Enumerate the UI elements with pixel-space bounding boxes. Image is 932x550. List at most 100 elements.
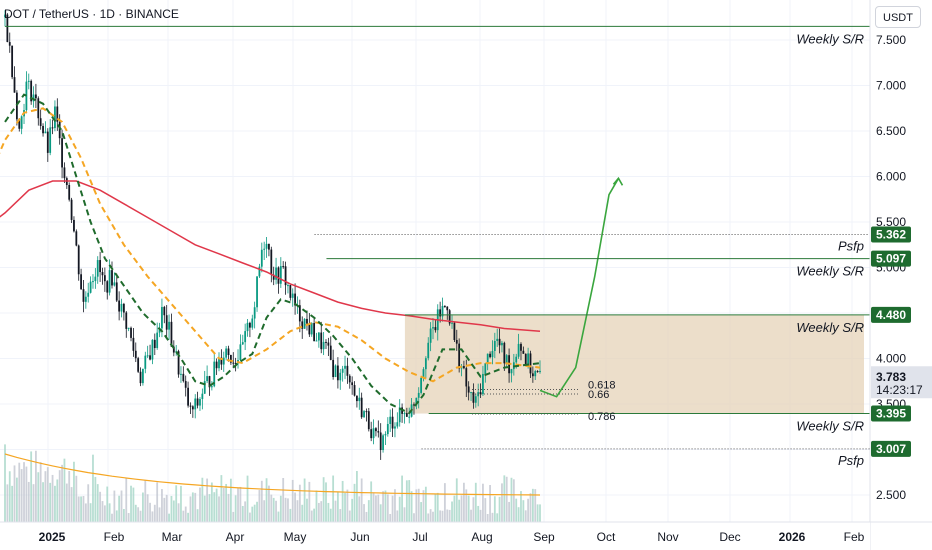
price-scale: 2.5003.0003.5004.0004.5005.0005.5006.000… bbox=[869, 0, 932, 550]
candle-body bbox=[215, 361, 218, 369]
candle-body bbox=[82, 289, 85, 302]
candle-body bbox=[222, 357, 225, 365]
volume-bar bbox=[484, 498, 487, 522]
price-tick-label: 4.000 bbox=[876, 352, 906, 366]
candle-body bbox=[191, 406, 194, 410]
volume-bar bbox=[529, 493, 532, 522]
candle-body bbox=[348, 375, 351, 383]
candle-body bbox=[405, 413, 408, 417]
volume-bar bbox=[51, 474, 54, 522]
volume-bar bbox=[429, 509, 432, 522]
volume-bar bbox=[522, 500, 525, 522]
level-label: Weekly S/R bbox=[796, 31, 864, 46]
volume-bar bbox=[158, 507, 161, 522]
volume-bar bbox=[4, 444, 6, 522]
candle-body bbox=[458, 343, 461, 369]
candle-body bbox=[149, 355, 151, 360]
candle-body bbox=[132, 337, 135, 351]
volume-bar bbox=[310, 510, 313, 522]
level-label: Psfp bbox=[838, 239, 864, 254]
volume-bar bbox=[503, 475, 506, 522]
volume-bar bbox=[493, 496, 496, 522]
time-tick-label: Mar bbox=[162, 530, 183, 544]
candle-body bbox=[163, 306, 166, 316]
candle-body bbox=[529, 353, 532, 374]
candle-body bbox=[472, 392, 475, 403]
candle-body bbox=[54, 106, 56, 129]
volume-bar bbox=[137, 507, 140, 522]
projection-curve bbox=[539, 177, 620, 398]
candle-body bbox=[389, 416, 392, 424]
volume-bar bbox=[172, 500, 175, 522]
time-tick-label: Feb bbox=[104, 530, 125, 544]
candle-body bbox=[432, 327, 434, 329]
candle-body bbox=[156, 332, 159, 349]
candle-body bbox=[320, 332, 323, 350]
candle-body bbox=[92, 281, 94, 283]
volume-bar bbox=[474, 482, 477, 522]
volume-bar bbox=[510, 477, 513, 522]
volume-bar bbox=[115, 510, 118, 522]
time-tick-label: Sep bbox=[533, 530, 555, 544]
volume-bar bbox=[453, 495, 456, 522]
candle-body bbox=[384, 434, 387, 436]
volume-bar bbox=[46, 467, 49, 522]
candle-body bbox=[329, 345, 332, 360]
volume-bar bbox=[77, 496, 80, 522]
volume-bar bbox=[96, 484, 99, 522]
currency-button[interactable]: USDT bbox=[875, 6, 921, 28]
candle-body bbox=[313, 323, 316, 342]
volume-bar bbox=[491, 512, 494, 522]
candle-body bbox=[517, 343, 520, 357]
candle-body bbox=[356, 395, 358, 402]
candle-body bbox=[146, 355, 149, 357]
level-label: Psfp bbox=[838, 453, 864, 468]
volume-bar bbox=[161, 489, 163, 522]
volume-bar bbox=[25, 466, 28, 522]
candle-body bbox=[213, 361, 216, 387]
volume-bar bbox=[377, 494, 380, 522]
candle-body bbox=[391, 416, 394, 429]
volume-bar bbox=[365, 511, 368, 522]
volume-bar bbox=[313, 508, 316, 522]
candle-body bbox=[87, 292, 90, 297]
volume-bar bbox=[49, 482, 52, 522]
volume-bar bbox=[61, 464, 63, 522]
volume-bar bbox=[306, 498, 308, 522]
candle-body bbox=[137, 358, 140, 372]
candle-body bbox=[522, 350, 525, 354]
volume-bar bbox=[460, 495, 463, 522]
candle-body bbox=[265, 243, 268, 249]
candle-body bbox=[113, 282, 116, 286]
price-tag-bg bbox=[871, 440, 911, 457]
volume-bar bbox=[234, 495, 237, 522]
candle-body bbox=[484, 363, 487, 374]
volume-bar bbox=[168, 513, 170, 522]
candle-body bbox=[263, 248, 266, 250]
volume-bar bbox=[294, 492, 296, 522]
volume-bar bbox=[363, 504, 365, 522]
candle-body bbox=[367, 411, 370, 430]
candle-body bbox=[73, 219, 75, 232]
candle-body bbox=[396, 422, 399, 427]
candle-body bbox=[417, 392, 420, 398]
volume-bar bbox=[134, 504, 137, 522]
volume-bars bbox=[4, 444, 541, 522]
time-tick-label: Apr bbox=[226, 530, 245, 544]
candle-body bbox=[386, 423, 389, 435]
price-tag-bg bbox=[871, 250, 911, 267]
fib-label: 0.618 bbox=[588, 379, 616, 391]
price-tag-label: 3.007 bbox=[876, 442, 906, 456]
volume-bar bbox=[125, 478, 128, 522]
volume-bar bbox=[436, 492, 439, 522]
candle-body bbox=[232, 362, 235, 364]
candle-body bbox=[251, 318, 254, 328]
candle-body bbox=[358, 397, 361, 402]
ema-fast-line bbox=[4, 93, 541, 415]
candle-body bbox=[206, 376, 209, 382]
candle-body bbox=[182, 373, 185, 382]
candle-body bbox=[35, 94, 37, 99]
volume-bar bbox=[122, 508, 125, 522]
candle-body bbox=[144, 355, 147, 369]
